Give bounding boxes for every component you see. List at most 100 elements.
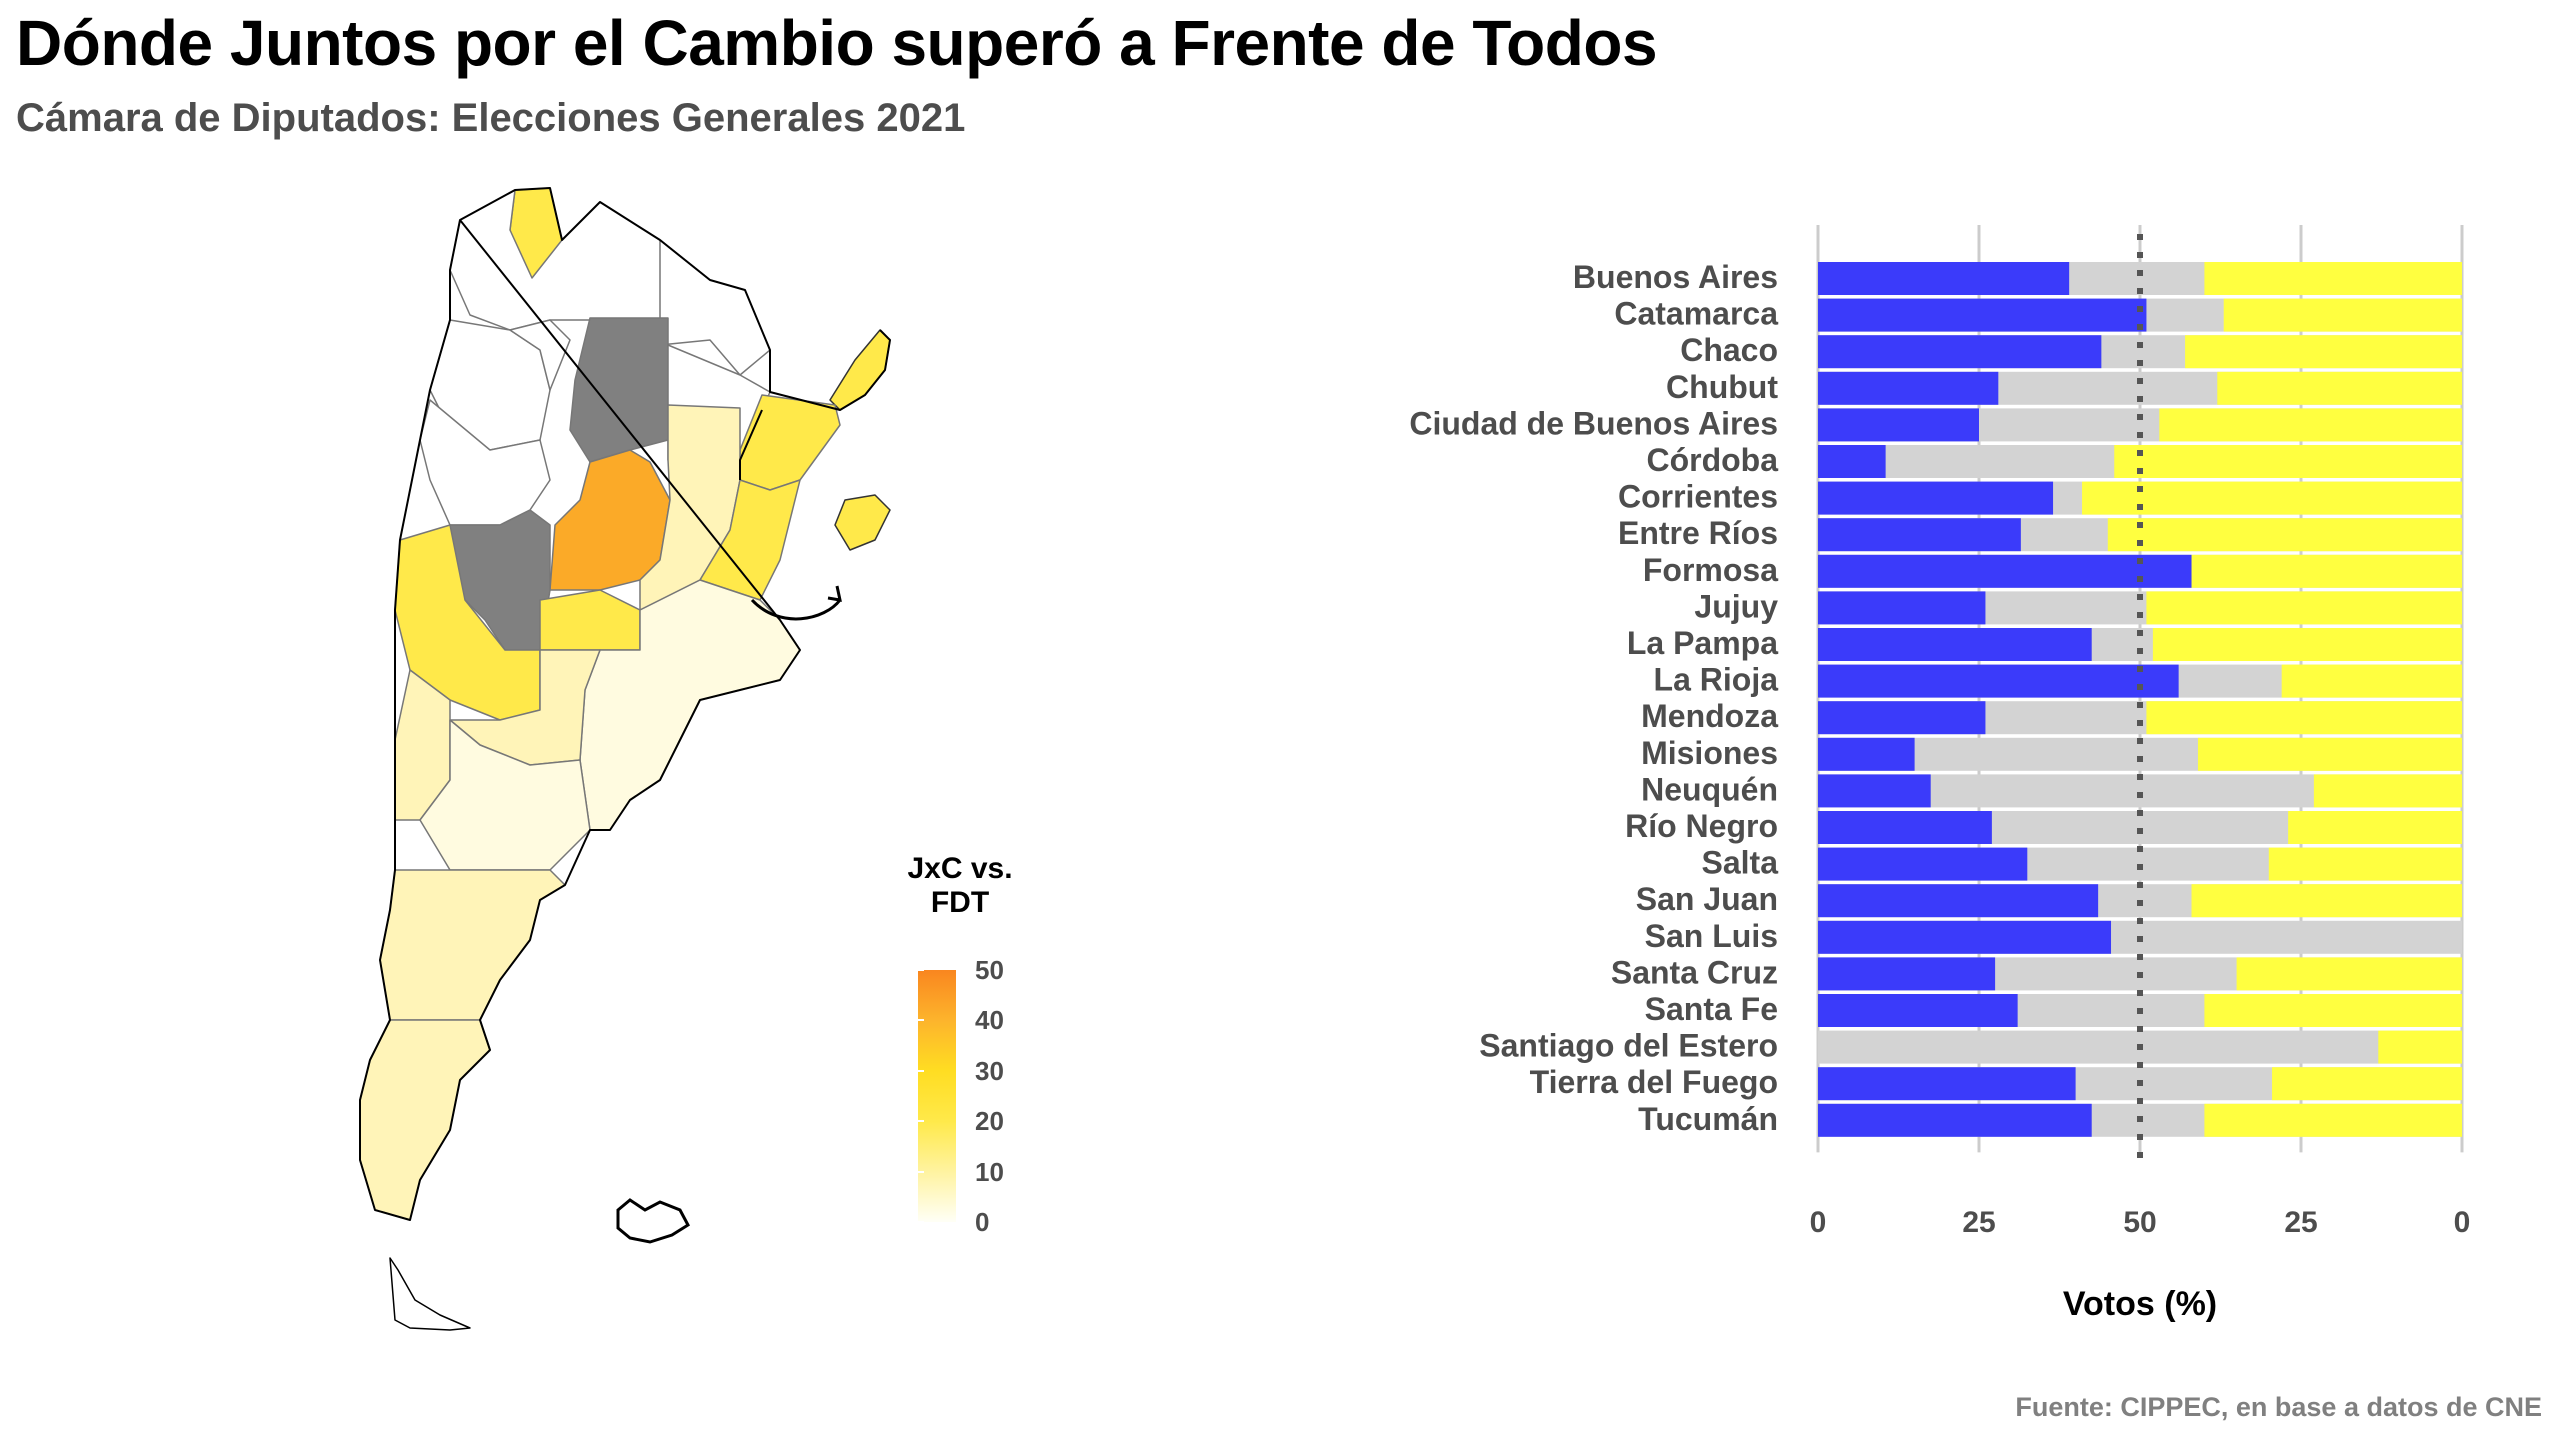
legend-tick xyxy=(918,969,924,971)
bar-jxc xyxy=(1818,1067,2076,1101)
category-label: Río Negro xyxy=(1625,808,1778,844)
bar-fdt xyxy=(2191,554,2462,588)
bar-jxc xyxy=(1818,884,2099,918)
category-label: Neuquén xyxy=(1641,771,1778,807)
source-note: Fuente: CIPPEC, en base a datos de CNE xyxy=(2015,1392,2542,1422)
legend-tick xyxy=(918,1069,924,1072)
bar-fdt xyxy=(2281,664,2462,698)
bar-fdt xyxy=(2114,445,2462,478)
bar-jxc xyxy=(1818,920,2112,954)
legend-title: JxC vs. FDT xyxy=(900,852,1020,920)
bar-jxc xyxy=(1818,811,1992,844)
bar-jxc xyxy=(1818,591,1986,625)
category-label: Buenos Aires xyxy=(1573,259,1778,295)
bar-jxc xyxy=(1818,737,1915,771)
category-label: San Juan xyxy=(1636,881,1778,917)
legend-label-40: 40 xyxy=(975,1005,1004,1036)
bar-jxc xyxy=(1818,518,2021,552)
legend-tick xyxy=(918,1221,924,1223)
bar-fdt xyxy=(2268,847,2462,881)
argentina-map xyxy=(359,187,891,1331)
x-tick-label: 0 xyxy=(2454,1206,2471,1239)
category-label: Salta xyxy=(1702,845,1779,881)
bar-jxc xyxy=(1818,664,2179,698)
bar-fdt xyxy=(2146,591,2462,625)
bar-jxc xyxy=(1818,957,1996,991)
bar-jxc xyxy=(1818,445,1886,478)
legend-tick xyxy=(918,1019,924,1022)
bar-jxc xyxy=(1818,847,2028,881)
category-label: Chubut xyxy=(1666,369,1778,405)
category-label: Santa Fe xyxy=(1645,991,1778,1027)
bar-jxc xyxy=(1818,408,1979,442)
legend-title-line2: FDT xyxy=(930,886,990,919)
bar-fdt xyxy=(2185,335,2462,369)
bar-jxc xyxy=(1818,335,2102,369)
bar-fdt xyxy=(2082,481,2462,515)
x-tick-label: 50 xyxy=(2123,1206,2156,1239)
legend-tick xyxy=(918,1120,924,1123)
bar-fdt xyxy=(2204,994,2462,1027)
bar-jxc xyxy=(1818,628,2092,661)
legend-label-30: 30 xyxy=(975,1055,1004,1086)
bar-fdt xyxy=(2204,1103,2462,1137)
category-label: Chaco xyxy=(1680,332,1778,368)
bar-fdt xyxy=(2313,774,2462,808)
bar-jxc xyxy=(1818,774,1931,808)
page-title: Dónde Juntos por el Cambio superó a Fren… xyxy=(16,7,1658,79)
x-tick-label: 0 xyxy=(1810,1206,1827,1239)
category-label: San Luis xyxy=(1645,918,1778,954)
category-label: Corrientes xyxy=(1618,479,1778,515)
bar-jxc xyxy=(1818,298,2147,332)
category-label: Formosa xyxy=(1643,552,1778,588)
bar-jxc xyxy=(1818,701,1986,735)
bar-jxc xyxy=(1818,554,2192,588)
caba-inset-arrow xyxy=(750,598,842,621)
category-label: Santa Cruz xyxy=(1611,954,1778,990)
x-axis-label: Votos (%) xyxy=(2063,1285,2217,1323)
legend-color-scale xyxy=(918,970,956,1222)
bar-fdt xyxy=(2288,811,2462,844)
x-tick-label: 25 xyxy=(1962,1206,1995,1239)
bar-fdt xyxy=(2378,1030,2462,1064)
page-subtitle: Cámara de Diputados: Elecciones Generale… xyxy=(16,96,966,140)
category-label: Entre Ríos xyxy=(1618,515,1778,551)
bar-fdt xyxy=(2197,737,2462,771)
legend-label-50: 50 xyxy=(975,955,1004,985)
category-label: Misiones xyxy=(1641,735,1778,771)
bar-fdt xyxy=(2223,298,2462,332)
category-label: La Rioja xyxy=(1654,662,1779,698)
x-tick-label: 25 xyxy=(2284,1206,2317,1239)
bar-fdt xyxy=(2272,1067,2462,1101)
province-caba-inset xyxy=(834,494,891,551)
legend-tick xyxy=(918,1170,924,1173)
bar-fdt xyxy=(2107,518,2462,552)
bar-jxc xyxy=(1818,1103,2092,1137)
category-label: Córdoba xyxy=(1646,442,1778,478)
bar-fdt xyxy=(2159,408,2462,442)
falklands-islands xyxy=(616,1198,690,1244)
bar-fdt xyxy=(2217,371,2462,405)
category-label: Catamarca xyxy=(1614,296,1778,332)
category-label: Santiago del Estero xyxy=(1479,1028,1778,1064)
legend-title-line1: JxC vs. xyxy=(907,852,1013,885)
bar-jxc xyxy=(1818,994,2018,1027)
category-label: Jujuy xyxy=(1694,588,1778,624)
bar-fdt xyxy=(2191,884,2462,918)
category-label: La Pampa xyxy=(1627,625,1778,661)
bar-fdt xyxy=(2146,701,2462,735)
legend-label-0: 0 xyxy=(975,1207,990,1237)
province-rio-negro xyxy=(419,719,591,871)
country-outline xyxy=(359,187,891,1221)
bar-fdt xyxy=(2236,957,2462,991)
category-label: Tucumán xyxy=(1638,1101,1778,1137)
bar-fdt xyxy=(2152,628,2462,661)
bar-jxc xyxy=(1818,371,1999,405)
bar-fdt xyxy=(2204,262,2462,295)
province-tierra-del-fuego xyxy=(389,1257,471,1331)
category-label: Mendoza xyxy=(1641,698,1778,734)
category-label: Tierra del Fuego xyxy=(1530,1064,1778,1100)
legend-label-20: 20 xyxy=(975,1106,1004,1137)
legend-label-10: 10 xyxy=(975,1156,1004,1187)
